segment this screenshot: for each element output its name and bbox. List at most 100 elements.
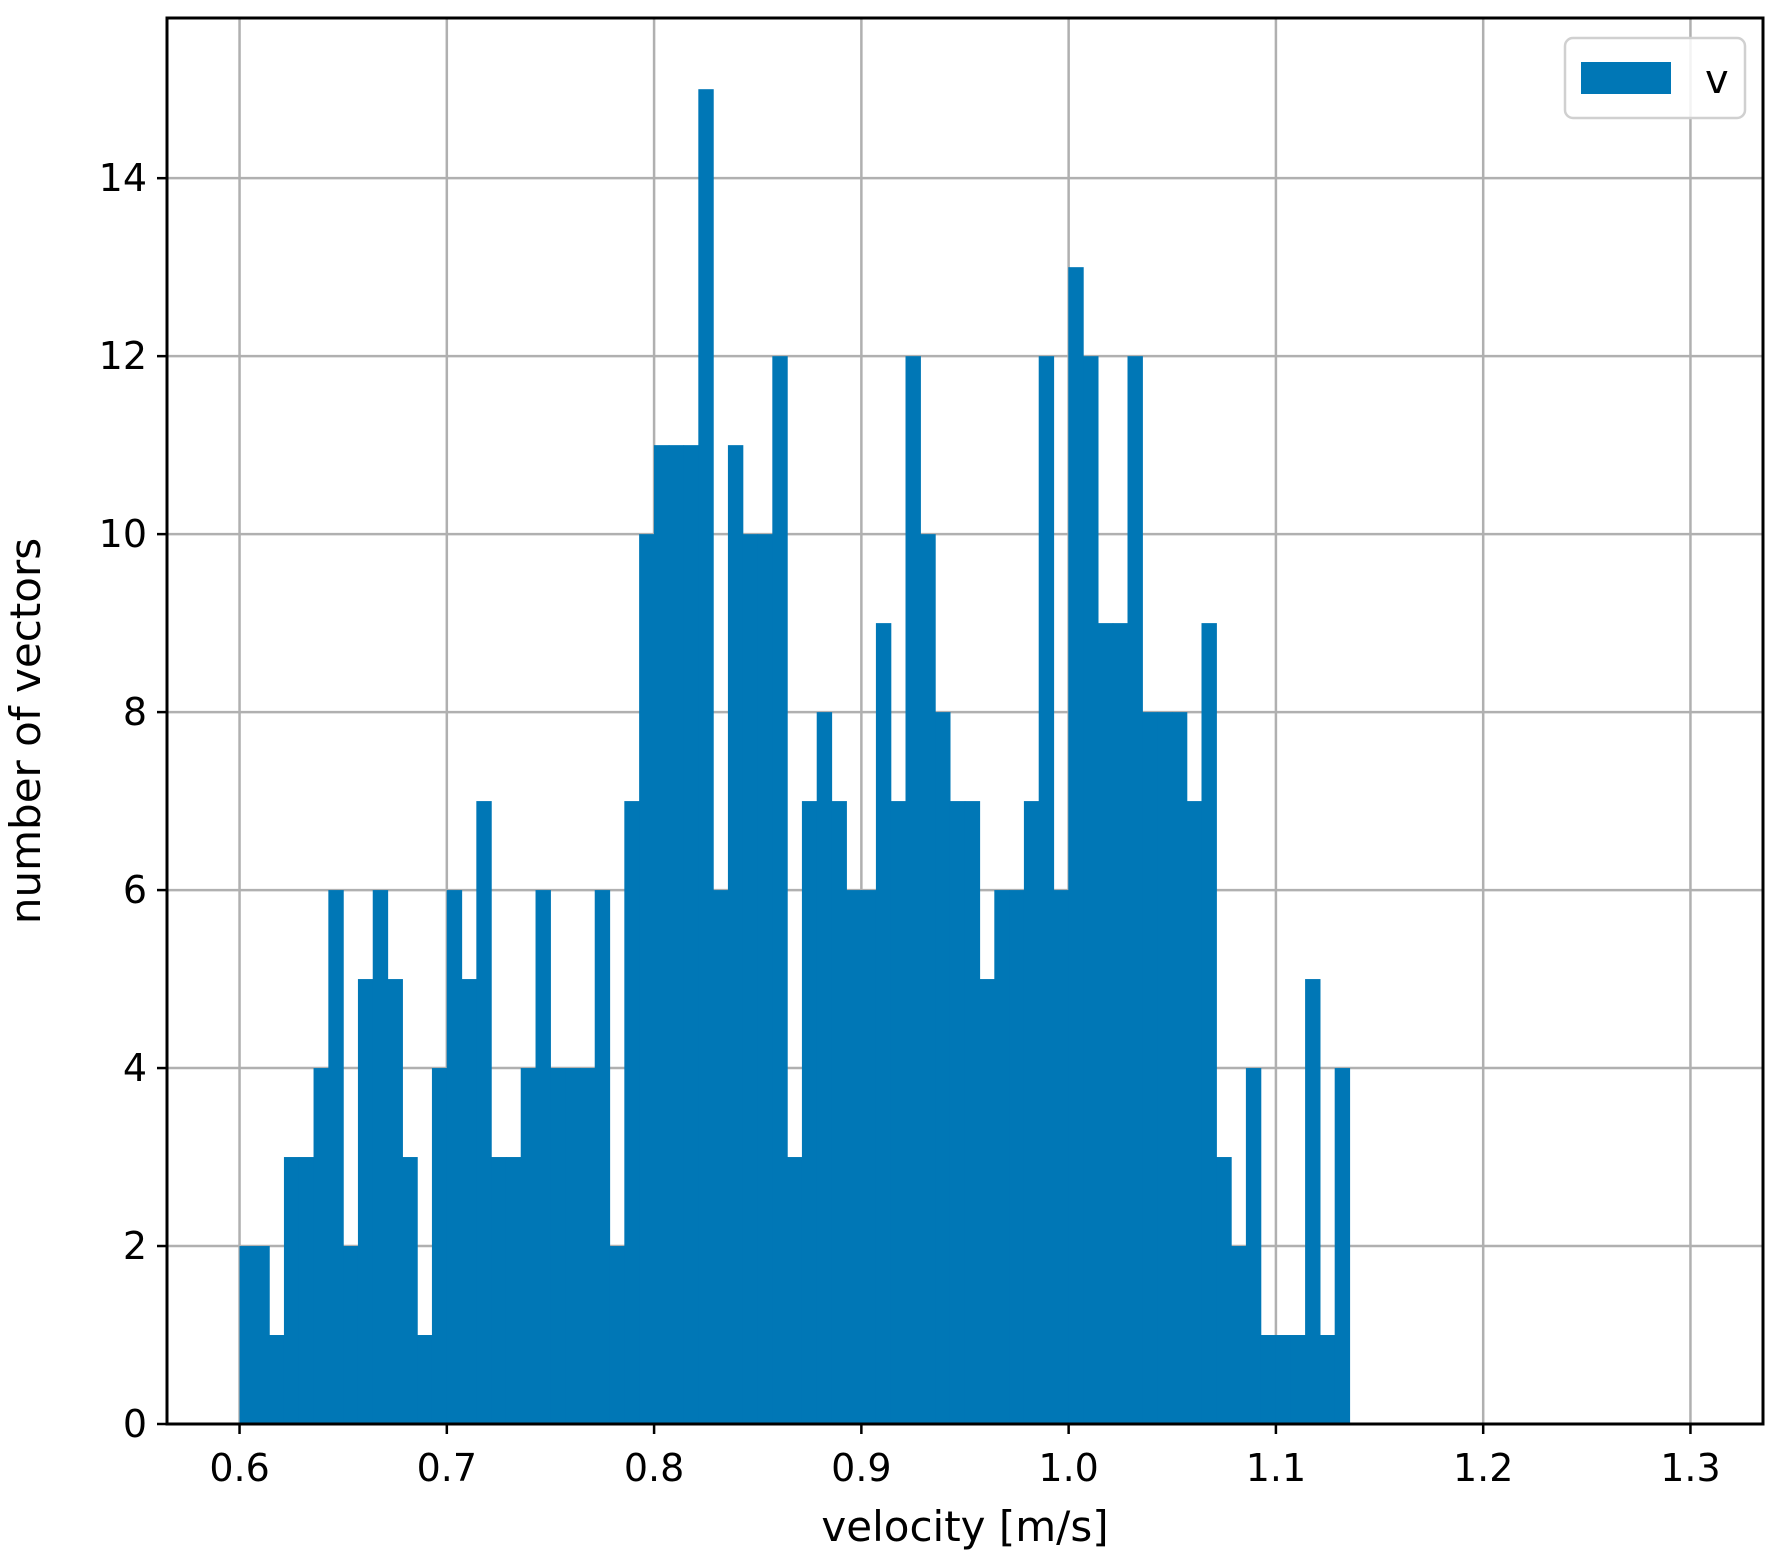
x-tick-label: 1.1	[1246, 1446, 1306, 1490]
histogram-bar	[861, 890, 877, 1424]
histogram-bar	[476, 801, 492, 1424]
histogram-bar	[550, 1068, 566, 1424]
y-tick-label: 10	[99, 512, 147, 556]
histogram-bar	[653, 445, 670, 1424]
plot-area-frame	[165, 16, 1765, 1426]
legend-swatch-v	[1581, 62, 1671, 94]
x-tick-label: 0.7	[417, 1446, 477, 1490]
histogram-bar	[727, 445, 744, 1424]
y-axis-title: number of vectors	[1, 538, 50, 924]
axis-ticks: 0.6 0.7 0.8 0.9 1.0 1.1 1.2 1.3 0 2 4 6 8 10 12 14	[99, 156, 1721, 1490]
histogram-bar	[461, 979, 477, 1424]
y-tick-label: 0	[123, 1402, 147, 1446]
histogram-bar	[594, 890, 611, 1424]
histogram-bar	[994, 890, 1010, 1424]
histogram-bar	[298, 1157, 315, 1424]
histogram-bar	[742, 534, 759, 1424]
histogram-bar	[698, 89, 714, 1425]
histogram-bar	[624, 801, 640, 1424]
histogram-bar	[816, 712, 833, 1424]
histogram-bar	[328, 890, 344, 1424]
histogram-bar	[1260, 1335, 1277, 1424]
histogram-bar	[1023, 801, 1040, 1424]
histogram-bar	[283, 1157, 300, 1424]
histogram-bar	[1068, 267, 1084, 1424]
histogram-bar	[1231, 1246, 1247, 1424]
histogram-bar	[801, 801, 818, 1424]
histogram-bar	[1053, 890, 1069, 1424]
histogram-bar	[1009, 890, 1025, 1424]
histogram-bar	[387, 979, 403, 1424]
histogram-bar	[1038, 356, 1055, 1425]
histogram-bar	[1245, 1068, 1262, 1424]
histogram-bar	[269, 1335, 285, 1424]
histogram-bar	[668, 445, 685, 1424]
histogram-bar	[1127, 356, 1143, 1425]
histogram-bar	[313, 1068, 329, 1424]
histogram-bar	[890, 801, 907, 1424]
histogram-bars	[239, 89, 1351, 1425]
histogram-bar	[905, 356, 921, 1425]
histogram-bar	[964, 801, 981, 1424]
histogram-bar	[683, 445, 699, 1424]
x-tick-label: 0.6	[209, 1446, 269, 1490]
histogram-bar	[949, 801, 966, 1424]
histogram-bar	[1112, 623, 1129, 1424]
histogram-bar	[239, 1246, 255, 1424]
histogram-bar	[757, 534, 773, 1424]
histogram-bar	[1319, 1335, 1336, 1424]
histogram-bar	[254, 1246, 270, 1424]
y-tick-label: 6	[123, 868, 147, 912]
histogram-bar	[520, 1068, 537, 1424]
x-tick-label: 0.9	[831, 1446, 891, 1490]
x-axis-title: velocity [m/s]	[821, 1502, 1108, 1551]
histogram-bar	[831, 801, 847, 1424]
x-tick-label: 1.3	[1660, 1446, 1720, 1490]
x-tick-label: 1.2	[1453, 1446, 1513, 1490]
histogram-bar	[1157, 712, 1173, 1424]
histogram-bar	[772, 356, 788, 1425]
histogram-bar	[935, 712, 951, 1424]
histogram-bar	[1334, 1068, 1351, 1424]
histogram-bar	[1097, 623, 1114, 1424]
y-tick-label: 2	[123, 1224, 147, 1268]
legend: v	[1563, 36, 1747, 120]
histogram-bar	[505, 1157, 522, 1424]
histogram-bar	[846, 890, 862, 1424]
histogram-bar	[639, 534, 655, 1424]
histogram-bar	[431, 1068, 448, 1424]
histogram-bar	[979, 979, 995, 1424]
histogram-bar	[1275, 1335, 1291, 1424]
histogram-bar	[1290, 1335, 1306, 1424]
histogram-bar	[787, 1157, 803, 1424]
y-tick-label: 14	[99, 156, 147, 200]
histogram-bar	[417, 1335, 433, 1424]
histogram-bar	[1305, 979, 1321, 1424]
histogram-bar	[579, 1068, 596, 1424]
histogram-bar	[446, 890, 463, 1424]
histogram-bar	[1083, 356, 1099, 1425]
histogram-bar	[713, 890, 729, 1424]
legend-label-v: v	[1705, 57, 1729, 103]
histogram-bar	[535, 890, 551, 1424]
histogram-bar	[875, 623, 892, 1424]
histogram-bar	[920, 534, 936, 1424]
histogram-bar	[1216, 1157, 1232, 1424]
histogram-bar	[609, 1246, 625, 1424]
histogram-bar	[1142, 712, 1158, 1424]
histogram-bar	[491, 1157, 507, 1424]
y-tick-label: 8	[123, 690, 147, 734]
histogram-bar	[372, 890, 389, 1424]
histogram-bar	[1171, 712, 1188, 1424]
histogram-bar	[1186, 801, 1203, 1424]
histogram-bar	[1201, 623, 1217, 1424]
y-tick-label: 12	[99, 334, 147, 378]
histogram-bar	[402, 1157, 418, 1424]
y-tick-label: 4	[123, 1046, 147, 1090]
x-tick-label: 0.8	[624, 1446, 684, 1490]
histogram-bar	[343, 1246, 359, 1424]
x-tick-label: 1.0	[1038, 1446, 1098, 1490]
histogram-bar	[565, 1068, 581, 1424]
histogram-bar	[357, 979, 374, 1424]
